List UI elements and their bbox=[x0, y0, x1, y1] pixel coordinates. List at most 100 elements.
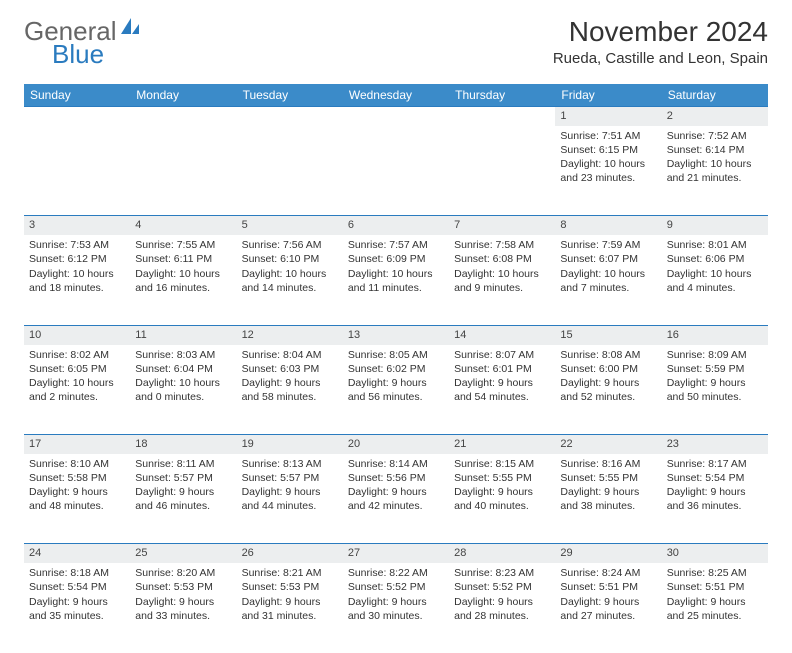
daylight-line: Daylight: 9 hours bbox=[348, 376, 444, 390]
daylight-line: and 50 minutes. bbox=[667, 390, 763, 404]
sunset-line: Sunset: 5:59 PM bbox=[667, 362, 763, 376]
weekday-header: Monday bbox=[130, 84, 236, 107]
daynum-row: 3456789 bbox=[24, 216, 768, 235]
daylight-line: and 30 minutes. bbox=[348, 609, 444, 623]
daylight-line: and 35 minutes. bbox=[29, 609, 125, 623]
day-number-cell: 24 bbox=[24, 544, 130, 563]
day-number-cell: 3 bbox=[24, 216, 130, 235]
sunset-line: Sunset: 6:00 PM bbox=[560, 362, 656, 376]
day-detail-cell: Sunrise: 8:10 AMSunset: 5:58 PMDaylight:… bbox=[24, 454, 130, 544]
sunrise-line: Sunrise: 7:59 AM bbox=[560, 238, 656, 252]
day-number-cell bbox=[237, 107, 343, 126]
sunrise-line: Sunrise: 7:55 AM bbox=[135, 238, 231, 252]
sunrise-line: Sunrise: 8:22 AM bbox=[348, 566, 444, 580]
day-number-cell: 13 bbox=[343, 325, 449, 344]
sunrise-line: Sunrise: 8:13 AM bbox=[242, 457, 338, 471]
day-number-cell: 23 bbox=[662, 435, 768, 454]
daylight-line: Daylight: 9 hours bbox=[560, 376, 656, 390]
sunrise-line: Sunrise: 8:04 AM bbox=[242, 348, 338, 362]
daylight-line: Daylight: 10 hours bbox=[560, 157, 656, 171]
day-detail-cell: Sunrise: 7:58 AMSunset: 6:08 PMDaylight:… bbox=[449, 235, 555, 325]
day-detail-cell: Sunrise: 7:52 AMSunset: 6:14 PMDaylight:… bbox=[662, 126, 768, 216]
daylight-line: Daylight: 9 hours bbox=[560, 485, 656, 499]
daynum-row: 10111213141516 bbox=[24, 325, 768, 344]
day-detail-cell: Sunrise: 7:53 AMSunset: 6:12 PMDaylight:… bbox=[24, 235, 130, 325]
daylight-line: and 2 minutes. bbox=[29, 390, 125, 404]
day-number-cell: 7 bbox=[449, 216, 555, 235]
daylight-line: Daylight: 10 hours bbox=[135, 267, 231, 281]
day-detail-cell: Sunrise: 8:21 AMSunset: 5:53 PMDaylight:… bbox=[237, 563, 343, 653]
sunset-line: Sunset: 5:54 PM bbox=[29, 580, 125, 594]
calendar-head: SundayMondayTuesdayWednesdayThursdayFrid… bbox=[24, 84, 768, 107]
sunset-line: Sunset: 6:03 PM bbox=[242, 362, 338, 376]
sunset-line: Sunset: 5:55 PM bbox=[454, 471, 550, 485]
daylight-line: Daylight: 10 hours bbox=[29, 267, 125, 281]
sunrise-line: Sunrise: 7:57 AM bbox=[348, 238, 444, 252]
daylight-line: Daylight: 9 hours bbox=[29, 485, 125, 499]
weekday-header: Friday bbox=[555, 84, 661, 107]
day-detail-cell: Sunrise: 8:04 AMSunset: 6:03 PMDaylight:… bbox=[237, 345, 343, 435]
daylight-line: and 42 minutes. bbox=[348, 499, 444, 513]
daylight-line: and 46 minutes. bbox=[135, 499, 231, 513]
day-number-cell: 12 bbox=[237, 325, 343, 344]
sunrise-line: Sunrise: 8:16 AM bbox=[560, 457, 656, 471]
daylight-line: and 36 minutes. bbox=[667, 499, 763, 513]
day-number-cell bbox=[343, 107, 449, 126]
sunset-line: Sunset: 5:53 PM bbox=[242, 580, 338, 594]
day-detail-cell: Sunrise: 8:22 AMSunset: 5:52 PMDaylight:… bbox=[343, 563, 449, 653]
detail-row: Sunrise: 8:18 AMSunset: 5:54 PMDaylight:… bbox=[24, 563, 768, 653]
sunrise-line: Sunrise: 8:25 AM bbox=[667, 566, 763, 580]
day-number-cell: 30 bbox=[662, 544, 768, 563]
sunset-line: Sunset: 5:58 PM bbox=[29, 471, 125, 485]
day-detail-cell: Sunrise: 7:56 AMSunset: 6:10 PMDaylight:… bbox=[237, 235, 343, 325]
day-detail-cell: Sunrise: 8:25 AMSunset: 5:51 PMDaylight:… bbox=[662, 563, 768, 653]
daylight-line: Daylight: 10 hours bbox=[242, 267, 338, 281]
weekday-header: Tuesday bbox=[237, 84, 343, 107]
sunrise-line: Sunrise: 8:09 AM bbox=[667, 348, 763, 362]
daylight-line: and 4 minutes. bbox=[667, 281, 763, 295]
day-detail-cell: Sunrise: 8:05 AMSunset: 6:02 PMDaylight:… bbox=[343, 345, 449, 435]
daylight-line: and 14 minutes. bbox=[242, 281, 338, 295]
day-detail-cell: Sunrise: 8:18 AMSunset: 5:54 PMDaylight:… bbox=[24, 563, 130, 653]
daylight-line: Daylight: 9 hours bbox=[242, 376, 338, 390]
sunrise-line: Sunrise: 8:07 AM bbox=[454, 348, 550, 362]
daylight-line: and 31 minutes. bbox=[242, 609, 338, 623]
sail-icon bbox=[119, 12, 141, 43]
daylight-line: and 28 minutes. bbox=[454, 609, 550, 623]
day-detail-cell: Sunrise: 7:51 AMSunset: 6:15 PMDaylight:… bbox=[555, 126, 661, 216]
day-number-cell bbox=[130, 107, 236, 126]
sunset-line: Sunset: 6:14 PM bbox=[667, 143, 763, 157]
daylight-line: Daylight: 10 hours bbox=[29, 376, 125, 390]
day-number-cell: 25 bbox=[130, 544, 236, 563]
sunrise-line: Sunrise: 8:20 AM bbox=[135, 566, 231, 580]
daylight-line: Daylight: 9 hours bbox=[348, 595, 444, 609]
weekday-header: Saturday bbox=[662, 84, 768, 107]
day-detail-cell: Sunrise: 8:07 AMSunset: 6:01 PMDaylight:… bbox=[449, 345, 555, 435]
day-detail-cell: Sunrise: 8:03 AMSunset: 6:04 PMDaylight:… bbox=[130, 345, 236, 435]
daylight-line: and 27 minutes. bbox=[560, 609, 656, 623]
day-number-cell: 21 bbox=[449, 435, 555, 454]
daylight-line: Daylight: 9 hours bbox=[454, 376, 550, 390]
sunrise-line: Sunrise: 8:14 AM bbox=[348, 457, 444, 471]
day-number-cell bbox=[449, 107, 555, 126]
sunset-line: Sunset: 6:10 PM bbox=[242, 252, 338, 266]
daylight-line: Daylight: 10 hours bbox=[560, 267, 656, 281]
daylight-line: Daylight: 9 hours bbox=[560, 595, 656, 609]
sunrise-line: Sunrise: 8:11 AM bbox=[135, 457, 231, 471]
sunrise-line: Sunrise: 8:08 AM bbox=[560, 348, 656, 362]
day-detail-cell bbox=[449, 126, 555, 216]
day-detail-cell bbox=[24, 126, 130, 216]
calendar-body: 12 Sunrise: 7:51 AMSunset: 6:15 PMDayligh… bbox=[24, 107, 768, 653]
weekday-header: Thursday bbox=[449, 84, 555, 107]
day-detail-cell bbox=[237, 126, 343, 216]
sunrise-line: Sunrise: 7:53 AM bbox=[29, 238, 125, 252]
sunset-line: Sunset: 5:55 PM bbox=[560, 471, 656, 485]
location: Rueda, Castille and Leon, Spain bbox=[553, 50, 768, 67]
day-number-cell: 19 bbox=[237, 435, 343, 454]
day-detail-cell bbox=[343, 126, 449, 216]
daylight-line: Daylight: 10 hours bbox=[348, 267, 444, 281]
daylight-line: Daylight: 9 hours bbox=[667, 595, 763, 609]
daylight-line: Daylight: 10 hours bbox=[667, 157, 763, 171]
day-number-cell: 17 bbox=[24, 435, 130, 454]
day-detail-cell: Sunrise: 8:13 AMSunset: 5:57 PMDaylight:… bbox=[237, 454, 343, 544]
